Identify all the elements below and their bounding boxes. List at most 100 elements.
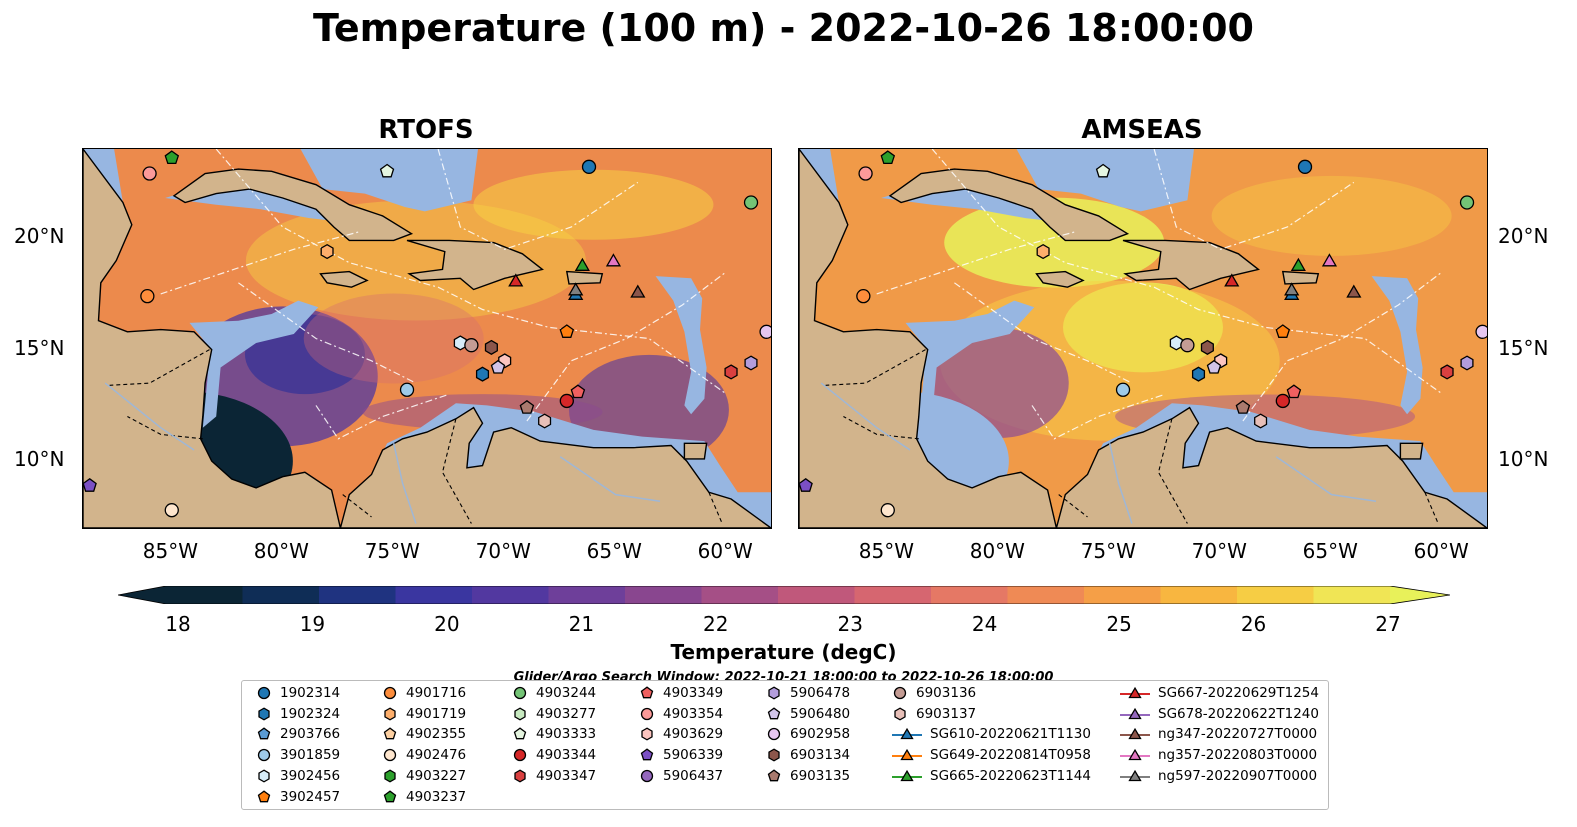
legend-item: SG610-20220621T1130 — [892, 724, 1091, 744]
legend-label: 6903137 — [916, 705, 977, 722]
legend-label: 4903629 — [663, 726, 724, 743]
colorbar-gradient — [117, 585, 1451, 605]
lat-tick-label-left: 15°N — [14, 335, 65, 360]
eez-boundary — [954, 282, 1133, 384]
colorbar-tick-label: 20 — [434, 612, 460, 636]
legend-label: 2903766 — [280, 726, 341, 743]
legend-symbol — [383, 686, 397, 700]
legend-item: 4901716 — [382, 683, 466, 703]
legend-marker-hexagon — [641, 727, 653, 741]
legend-label: 6903134 — [790, 747, 851, 764]
legend-label: 4903277 — [536, 705, 597, 722]
marker-5906478 — [744, 355, 758, 371]
legend-marker-hexagon — [514, 707, 526, 721]
legend-item: 4903227 — [382, 766, 466, 786]
map-canvas — [83, 149, 771, 528]
country-border — [1157, 418, 1188, 524]
legend-item: 5906437 — [639, 766, 723, 786]
legend-marker-pentagon — [257, 727, 271, 740]
map-amseas[interactable] — [798, 148, 1488, 529]
colorbar-label: Temperature (degC) — [670, 640, 897, 664]
colorbar-segment — [1237, 586, 1315, 604]
panel-title-amseas: AMSEAS — [1081, 115, 1203, 145]
shelf-lantilles — [655, 276, 707, 415]
legend-symbol — [257, 686, 271, 700]
legend-label: SG649-20220814T0958 — [930, 747, 1091, 764]
legend-label: 4901716 — [406, 685, 467, 701]
marker-6903137 — [538, 413, 552, 429]
legend-label: 5906480 — [790, 705, 851, 722]
legend-marker-circle — [257, 748, 271, 762]
legend-label: SG678-20220622T1240 — [1158, 705, 1319, 722]
eez-boundary — [160, 230, 361, 295]
legend-symbol — [767, 728, 781, 741]
marker-3902456 — [1169, 335, 1183, 351]
marker-SG665-20220623T1144 — [1290, 257, 1306, 271]
marker-3902457 — [559, 324, 575, 338]
shelf-lantilles — [1371, 276, 1423, 415]
country-border — [342, 494, 372, 518]
legend-label: 4903349 — [663, 685, 724, 701]
map-rtofs[interactable] — [82, 148, 772, 529]
marker-4903333 — [1095, 163, 1111, 178]
legend-label: SG610-20220621T1130 — [930, 726, 1091, 743]
marker-6903137 — [1254, 413, 1268, 429]
marker-5906339 — [83, 477, 97, 492]
lon-tick-label: 70°W — [1191, 539, 1247, 563]
legend-symbol — [767, 707, 781, 720]
marker-ng357-20220803T0000 — [605, 253, 622, 267]
country-border — [843, 416, 919, 440]
legend-item: 4901719 — [382, 704, 466, 724]
map-canvas — [799, 149, 1487, 528]
legend-item: 4903344 — [512, 745, 596, 765]
marker-6903134 — [1200, 339, 1214, 355]
marker-4902476 — [164, 503, 179, 518]
legend-label: 4903344 — [536, 747, 597, 764]
legend-item: 4903244 — [512, 683, 596, 703]
legend-label: 4903237 — [406, 788, 467, 805]
legend-marker-hexagon — [894, 707, 906, 721]
legend-item: 6903134 — [766, 745, 850, 765]
marker-5906339 — [799, 477, 813, 492]
legend-item: 3902456 — [256, 766, 340, 786]
colorbar-tick-label: 27 — [1375, 612, 1401, 636]
eez-boundary — [1153, 149, 1355, 250]
legend-symbol — [893, 686, 907, 700]
lon-tick-label: 80°W — [969, 539, 1025, 563]
marker-1902324 — [1191, 366, 1206, 382]
eez-boundary — [215, 149, 727, 395]
land-trinidad — [1399, 442, 1424, 460]
legend-symbol — [767, 769, 781, 782]
colorbar-tick-label: 21 — [568, 612, 595, 636]
legend-marker-circle — [893, 686, 907, 700]
legend-item: 6903136 — [892, 683, 976, 703]
legend-marker-triangle-line — [892, 769, 922, 781]
shelf-nicrise — [905, 300, 1035, 428]
colorbar-tick-label: 18 — [165, 612, 191, 636]
river — [1108, 443, 1133, 524]
legend-symbol — [513, 748, 527, 762]
colorbar-tick-label: 23 — [837, 612, 863, 636]
legend-symbol — [641, 727, 653, 741]
marker-4902476 — [880, 503, 895, 518]
legend-item: 4903333 — [512, 724, 596, 744]
legend-item: SG667-20220629T1254 — [1120, 683, 1319, 703]
legend-label: 4903333 — [536, 726, 597, 743]
shelf-bahamas — [300, 149, 478, 212]
marker-1902314 — [1297, 159, 1313, 174]
legend-symbol — [258, 769, 270, 783]
legend-item: ng357-20220803T0000 — [1120, 745, 1317, 765]
legend-symbol — [1128, 728, 1142, 740]
land-trinidad — [683, 442, 708, 460]
legend-label: 6903135 — [790, 767, 851, 784]
marker-5906478 — [1460, 355, 1474, 371]
legend-item: SG649-20220814T0958 — [892, 745, 1091, 765]
eez-boundary — [526, 271, 727, 422]
legend-label: 5906339 — [663, 747, 724, 764]
colorbar-segment — [472, 586, 550, 604]
colorbar — [117, 585, 1451, 605]
marker-6903135 — [519, 399, 535, 414]
legend-marker-circle — [513, 686, 527, 700]
land-hispaniola — [1122, 239, 1260, 291]
legend-label: SG665-20220623T1144 — [930, 767, 1091, 784]
